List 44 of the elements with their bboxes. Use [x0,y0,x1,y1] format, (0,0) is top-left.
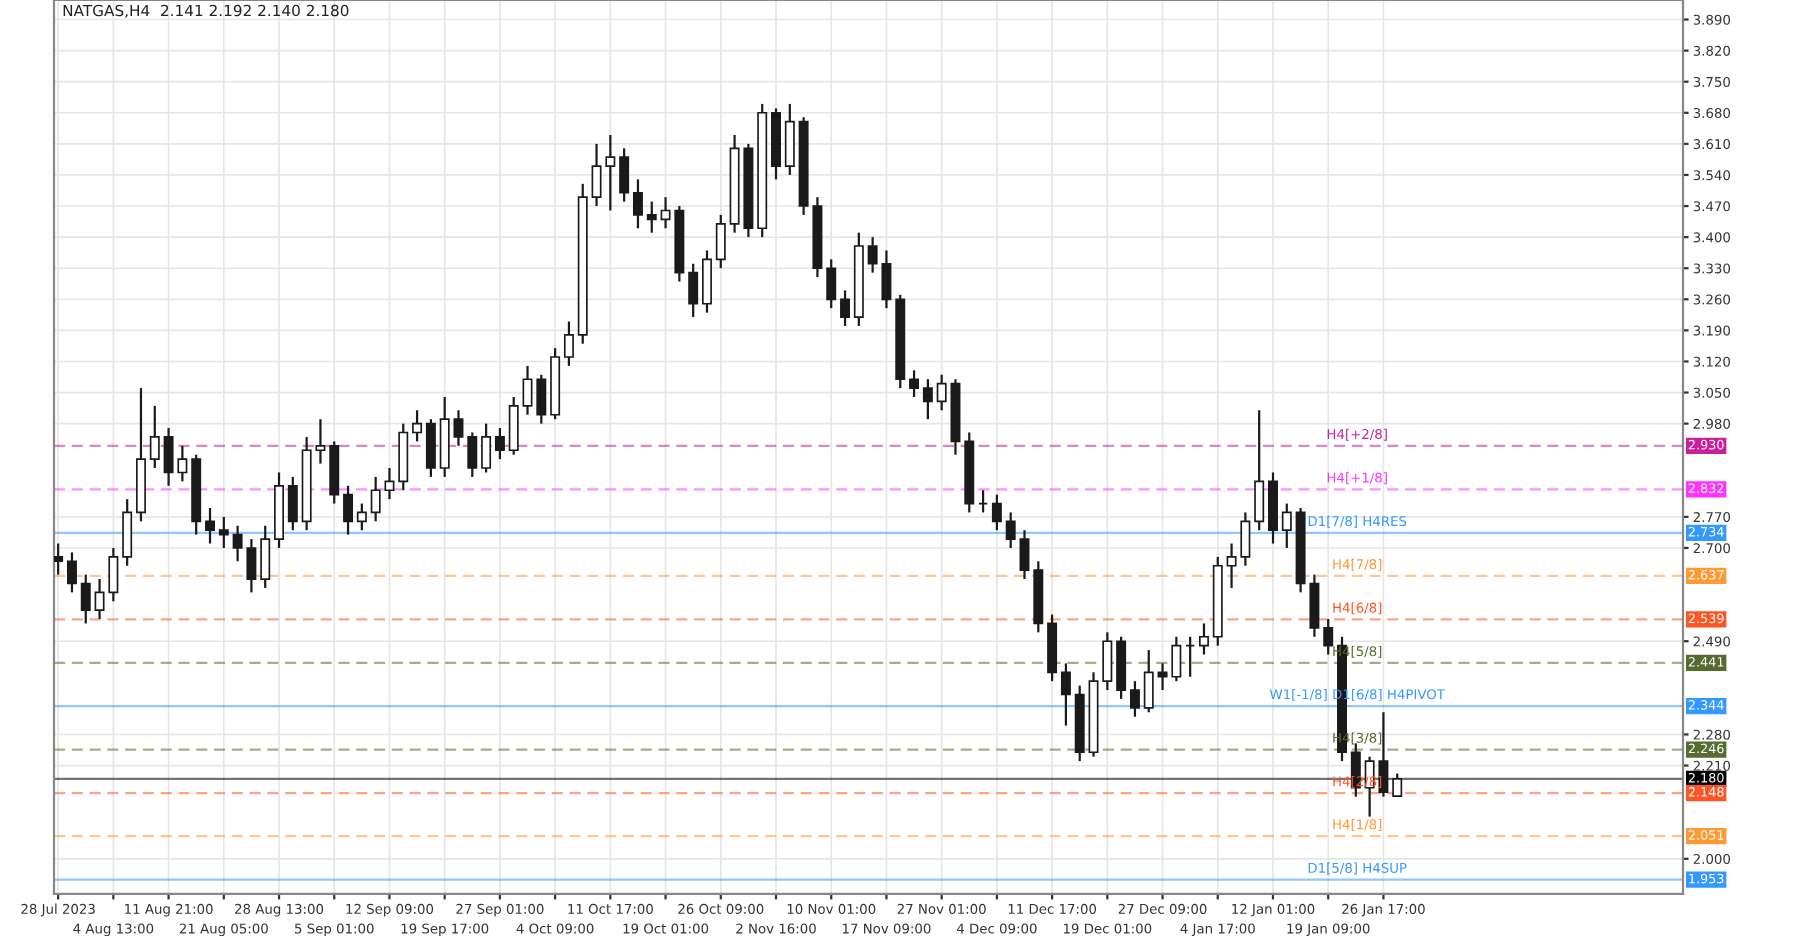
candlestick [467,431,478,479]
candlestick [702,249,712,314]
candlestick [1254,409,1265,532]
candlestick [1019,529,1030,581]
candlestick [1143,648,1154,714]
candlestick [522,364,533,416]
candlestick [1005,511,1016,550]
candlestick [412,409,423,443]
candlestick [218,515,229,550]
candlestick [563,320,574,368]
candlestick [991,493,1002,532]
candlestick [54,542,64,576]
candlestick [1060,662,1071,727]
candlestick [508,395,519,456]
candlestick [356,502,367,532]
candlestick [840,289,851,328]
candlestick [343,484,354,536]
candlestick [1392,772,1403,798]
candlestick [909,369,920,399]
candlestick [1102,631,1113,692]
candlestick [80,573,91,625]
candlestick [260,524,271,590]
candlestick [453,409,464,447]
candlestick [922,378,933,421]
candlestick [536,373,547,425]
candlestick [494,426,505,461]
candlestick [122,498,133,567]
candlestick [688,262,699,319]
candlestick [66,551,77,594]
candlestick [1198,622,1209,656]
candlestick [481,422,492,474]
candlestick [1281,502,1292,550]
candlestick [425,418,436,479]
candlestick [784,102,795,177]
candlestick [205,506,215,545]
candlestick [826,258,837,310]
candlestick [287,475,298,532]
candlestick [619,147,630,203]
candlestick [1323,617,1334,656]
candlestick [149,404,160,470]
candlestick [632,178,643,230]
candlestick [1129,680,1140,718]
candlestick [715,213,726,270]
candlestick [646,200,657,234]
